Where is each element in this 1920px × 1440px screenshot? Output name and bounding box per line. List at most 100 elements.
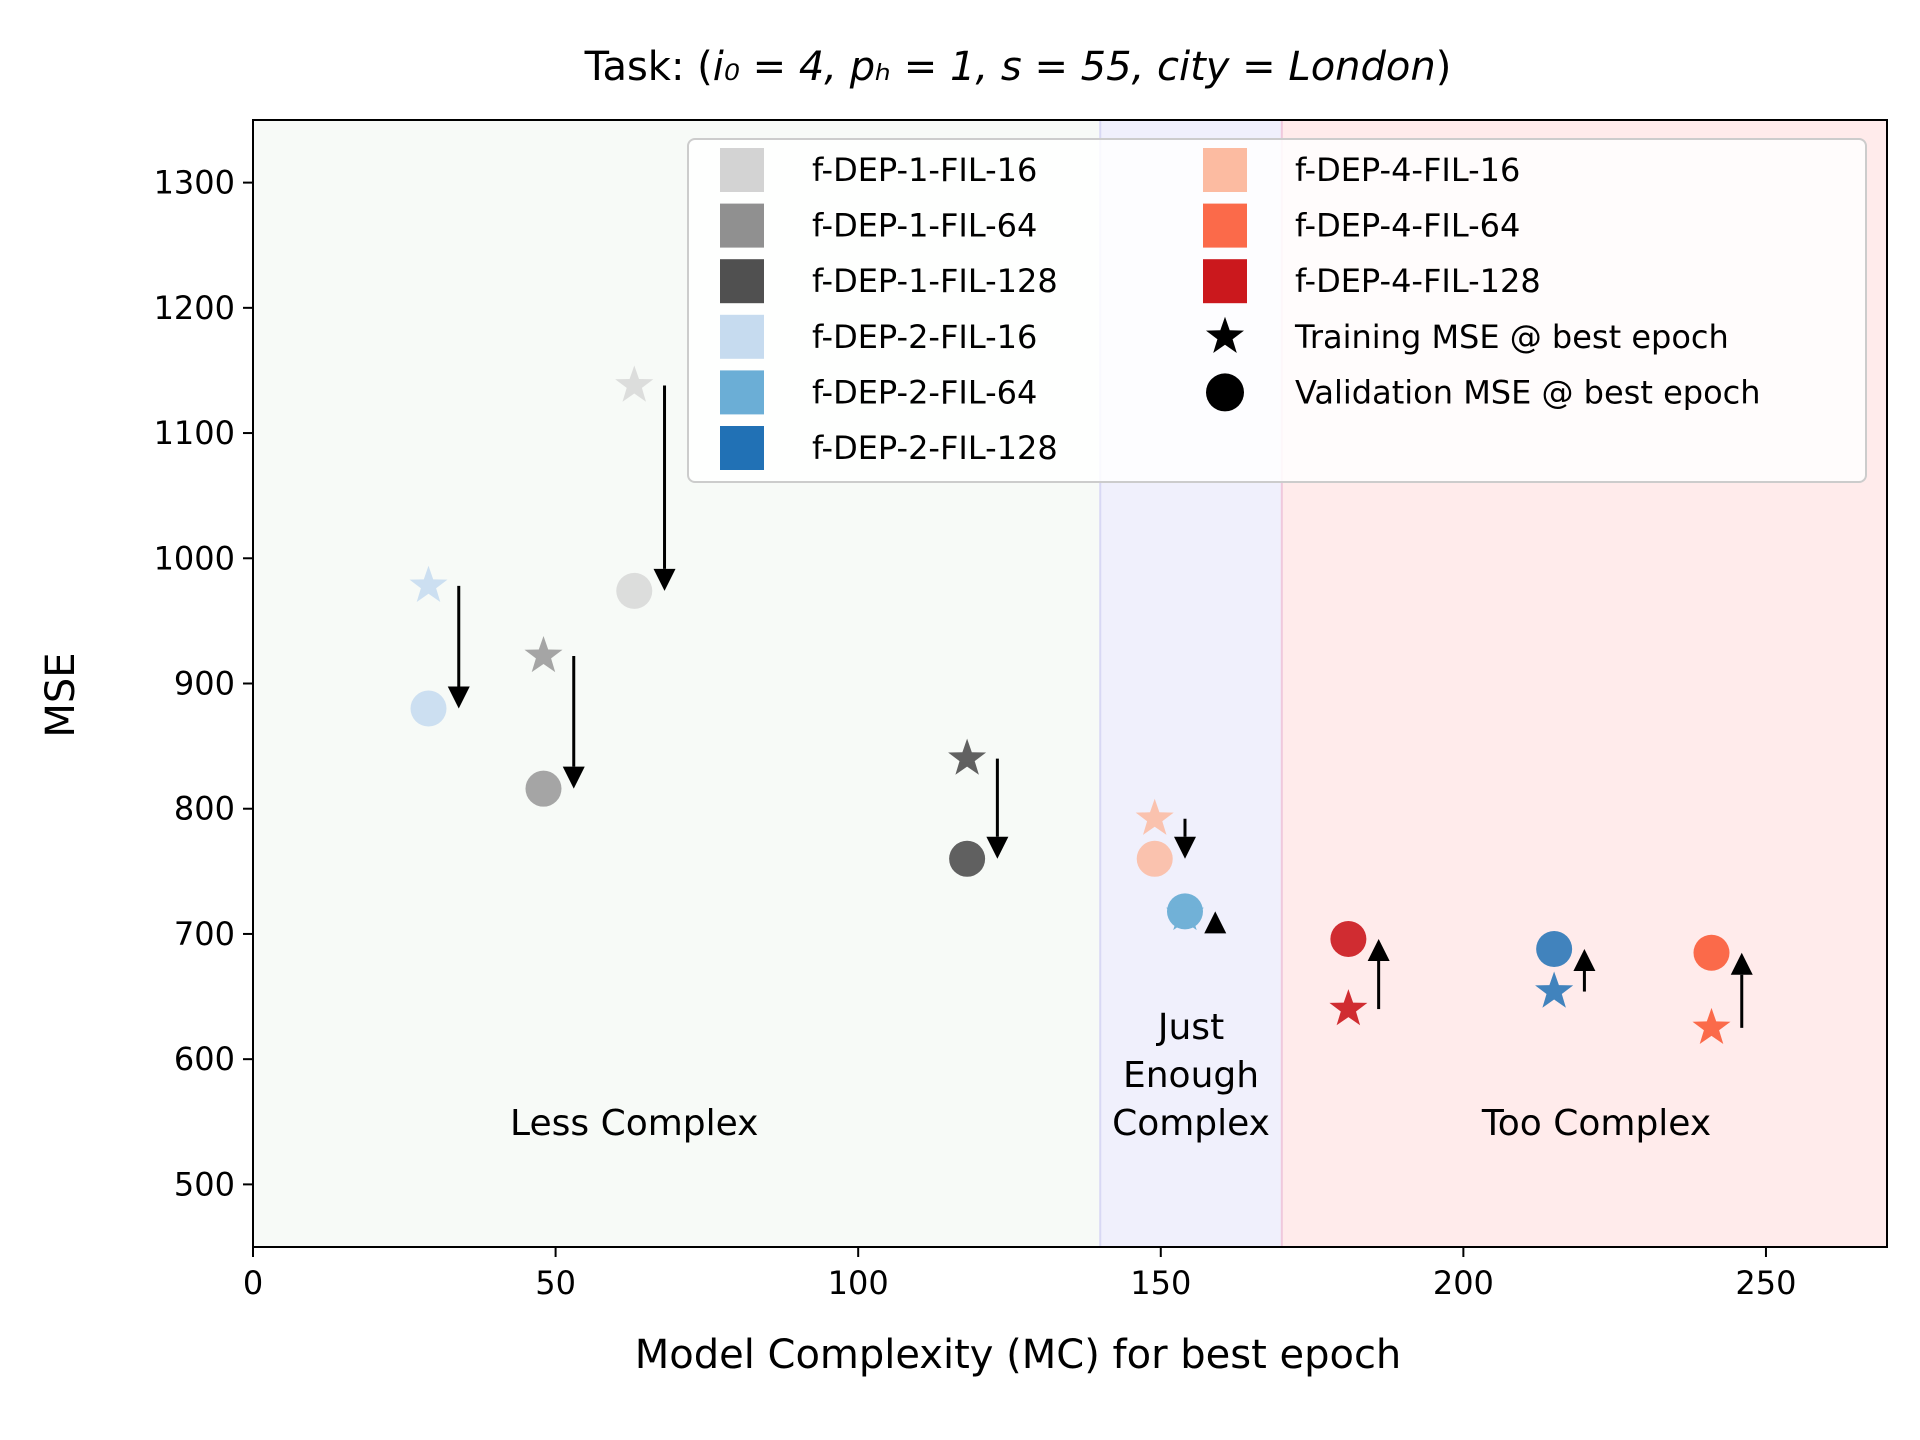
series-f-DEP-2-FIL-16 xyxy=(409,565,448,727)
validation-point xyxy=(616,572,653,609)
region-label-2: Too Complex xyxy=(1481,1103,1711,1144)
series-f-DEP-1-FIL-16 xyxy=(615,365,654,609)
x-axis-label: Model Complexity (MC) for best epoch xyxy=(0,1332,1920,1378)
validation-point xyxy=(1693,934,1730,971)
region-label-1: Just Enough Complex xyxy=(1112,1007,1270,1144)
series-f-DEP-4-FIL-128 xyxy=(1329,920,1368,1026)
legend-label: f-DEP-4-FIL-64 xyxy=(1295,207,1520,245)
series-f-DEP-1-FIL-64 xyxy=(524,636,563,807)
legend-label: f-DEP-4-FIL-16 xyxy=(1295,151,1520,189)
legend-label: f-DEP-2-FIL-16 xyxy=(812,318,1037,356)
training-star xyxy=(1329,989,1368,1026)
legend-star-icon xyxy=(1206,316,1244,353)
arrow-7 xyxy=(1573,948,1596,992)
region-label-line: Too Complex xyxy=(1481,1103,1711,1144)
legend-label: Validation MSE @ best epoch xyxy=(1295,373,1761,411)
validation-point xyxy=(410,690,447,727)
legend-box xyxy=(687,138,1867,483)
y-tick-label: 1300 xyxy=(154,164,235,202)
legend-swatch xyxy=(720,314,764,359)
training-star xyxy=(1535,971,1574,1008)
arrow-8 xyxy=(1730,952,1753,1028)
validation-point xyxy=(949,840,986,877)
series-f-DEP-4-FIL-64 xyxy=(1692,934,1731,1044)
legend-swatch xyxy=(1203,148,1247,192)
arrow-head xyxy=(1730,952,1753,975)
legend-entry: f-DEP-4-FIL-64 xyxy=(1203,203,1520,248)
arrow-head xyxy=(1367,938,1390,961)
arrow-head xyxy=(986,836,1009,859)
region-label-line: Complex xyxy=(1112,1103,1270,1144)
legend-swatch xyxy=(720,370,764,415)
x-tick-label: 150 xyxy=(1130,1264,1191,1302)
x-tick-label: 0 xyxy=(243,1264,263,1302)
training-star xyxy=(409,565,448,602)
arrow-head xyxy=(1173,836,1196,859)
legend-circle-icon xyxy=(1206,373,1244,412)
legend-swatch xyxy=(720,203,764,248)
legend: f-DEP-1-FIL-16 f-DEP-1-FIL-64 f-DEP-1-FIL-… xyxy=(687,138,1867,483)
x-tick-label: 50 xyxy=(535,1264,576,1302)
y-axis-label: MSE xyxy=(38,652,84,737)
validation-point xyxy=(1136,840,1173,877)
validation-point xyxy=(525,770,562,807)
arrow-head xyxy=(1573,948,1596,971)
legend-entry: f-DEP-2-FIL-128 xyxy=(720,426,1058,470)
legend-swatch xyxy=(720,148,764,192)
y-axis: 500 600 700 800 900 1000 1100 1200 1300 xyxy=(154,164,253,1203)
chart-title: Task: (i₀ = 4, pₕ = 1, s = 55, city = Lo… xyxy=(0,44,1920,90)
region-label-line: Less Complex xyxy=(510,1103,758,1144)
arrow-6 xyxy=(1367,938,1390,1010)
legend-entry: f-DEP-2-FIL-64 xyxy=(720,370,1037,415)
legend-label: f-DEP-2-FIL-128 xyxy=(812,429,1058,467)
legend-swatch xyxy=(1203,259,1247,304)
arrow-0 xyxy=(447,585,470,709)
validation-point xyxy=(1536,930,1573,967)
title-prefix: Task: ( xyxy=(584,44,713,90)
region-labels: Less Complex Just Enough Complex Too Complex xyxy=(510,1007,1711,1144)
arrow-2 xyxy=(653,385,676,591)
legend-entry: f-DEP-1-FIL-64 xyxy=(720,203,1037,248)
training-star xyxy=(948,738,987,775)
legend-entry: f-DEP-4-FIL-128 xyxy=(1203,259,1541,304)
legend-entry-circle: Validation MSE @ best epoch xyxy=(1206,373,1761,412)
legend-swatch xyxy=(1203,203,1247,248)
arrow-4 xyxy=(1173,818,1196,859)
legend-entry: f-DEP-4-FIL-16 xyxy=(1203,148,1520,192)
arrow-5 xyxy=(1204,911,1227,934)
legend-entry: f-DEP-2-FIL-16 xyxy=(720,314,1037,359)
y-tick-label: 800 xyxy=(174,790,235,828)
region-label-0: Less Complex xyxy=(510,1103,758,1144)
legend-swatch xyxy=(720,259,764,304)
arrow-head xyxy=(653,568,676,591)
legend-label: f-DEP-1-FIL-128 xyxy=(812,262,1058,300)
series-f-DEP-4-FIL-16 xyxy=(1135,798,1174,877)
training-star xyxy=(1692,1007,1731,1044)
y-tick-label: 500 xyxy=(174,1165,235,1203)
mse-change-arrows xyxy=(447,385,1753,1028)
legend-entry: f-DEP-1-FIL-16 xyxy=(720,148,1037,192)
legend-label: f-DEP-2-FIL-64 xyxy=(812,373,1037,411)
x-tick-label: 250 xyxy=(1735,1264,1796,1302)
arrow-head xyxy=(1204,911,1227,934)
legend-swatch xyxy=(720,426,764,470)
arrow-1 xyxy=(562,655,585,789)
arrow-3 xyxy=(986,758,1009,859)
legend-label: f-DEP-1-FIL-64 xyxy=(812,207,1037,245)
series-f-DEP-2-FIL-128 xyxy=(1535,930,1574,1008)
y-tick-label: 700 xyxy=(174,915,235,953)
training-star xyxy=(524,636,563,673)
y-tick-label: 600 xyxy=(174,1040,235,1078)
title-suffix: ) xyxy=(1435,44,1452,90)
legend-label: f-DEP-1-FIL-16 xyxy=(812,151,1037,189)
legend-label: f-DEP-4-FIL-128 xyxy=(1295,262,1541,300)
legend-entry-star: Training MSE @ best epoch xyxy=(1206,316,1729,356)
y-tick-label: 1000 xyxy=(154,539,235,577)
x-axis: 0 50 100 150 200 250 xyxy=(243,1247,1797,1302)
legend-entry: f-DEP-1-FIL-128 xyxy=(720,259,1058,304)
legend-label: Training MSE @ best epoch xyxy=(1294,318,1729,356)
x-tick-label: 100 xyxy=(828,1264,889,1302)
arrow-head xyxy=(562,766,585,789)
y-tick-label: 900 xyxy=(174,665,235,703)
